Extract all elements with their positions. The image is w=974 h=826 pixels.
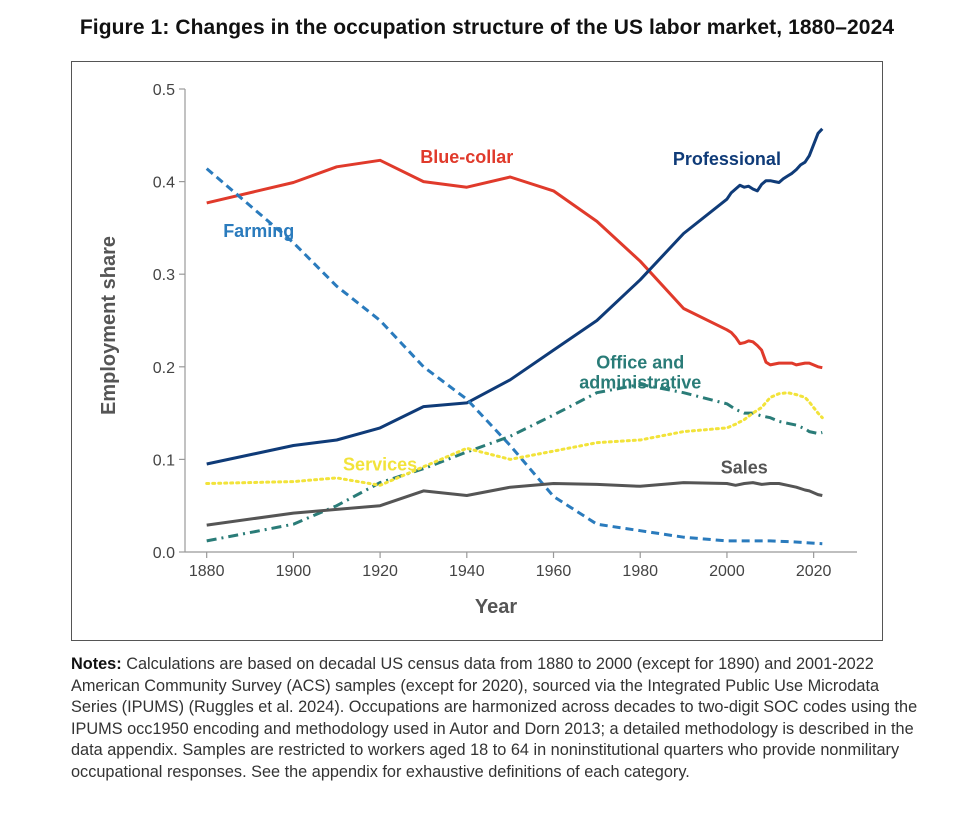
notes-text: Calculations are based on decadal US cen… bbox=[71, 655, 918, 781]
y-tick-label: 0.5 bbox=[153, 82, 175, 99]
y-tick-label: 0.2 bbox=[153, 360, 175, 377]
series-line-farming bbox=[205, 167, 823, 546]
series-label-sales: Sales bbox=[721, 457, 768, 477]
x-tick-label: 2020 bbox=[796, 563, 832, 580]
figure-title: Figure 1: Changes in the occupation stru… bbox=[79, 16, 895, 39]
figure-notes: Notes: Calculations are based on decadal… bbox=[71, 654, 921, 783]
series-label-farming: Farming bbox=[223, 221, 294, 241]
series-line-services bbox=[205, 391, 824, 487]
series-label-professional: Professional bbox=[673, 149, 781, 169]
x-tick-label: 1960 bbox=[536, 563, 572, 580]
y-tick-label: 0.0 bbox=[153, 545, 175, 562]
x-tick-label: 2000 bbox=[709, 563, 745, 580]
chart-frame: 0.0 0.1 0.2 0.3 0.4 0.5 1880 1900 1920 1940 1960 19… bbox=[71, 61, 883, 641]
series-line-professional bbox=[206, 127, 824, 466]
x-axis-title: Year bbox=[475, 596, 517, 618]
series-line-sales bbox=[206, 481, 823, 527]
x-tick-label: 1920 bbox=[362, 563, 398, 580]
series-label-services: Services bbox=[343, 455, 417, 475]
series-label-blue-collar: Blue-collar bbox=[420, 147, 513, 167]
y-tick-label: 0.1 bbox=[153, 452, 175, 469]
x-tick-label: 1980 bbox=[622, 563, 658, 580]
series-line-blue-collar bbox=[206, 158, 823, 370]
x-tick-label: 1940 bbox=[449, 563, 485, 580]
line-chart: 0.0 0.1 0.2 0.3 0.4 0.5 1880 1900 1920 1940 1960 19… bbox=[98, 82, 857, 618]
series-label-office-and-administrative: Office and administrative bbox=[579, 353, 701, 393]
y-axis-title: Employment share bbox=[98, 236, 120, 415]
y-tick-label: 0.4 bbox=[153, 175, 175, 192]
x-tick-label: 1900 bbox=[276, 563, 312, 580]
x-tick-label: 1880 bbox=[189, 563, 225, 580]
y-tick-label: 0.3 bbox=[153, 267, 175, 284]
notes-label: Notes: bbox=[71, 655, 122, 673]
